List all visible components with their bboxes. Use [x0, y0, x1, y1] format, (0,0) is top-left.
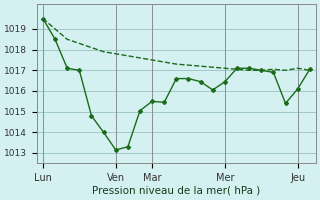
X-axis label: Pression niveau de la mer( hPa ): Pression niveau de la mer( hPa ) [92, 186, 260, 196]
